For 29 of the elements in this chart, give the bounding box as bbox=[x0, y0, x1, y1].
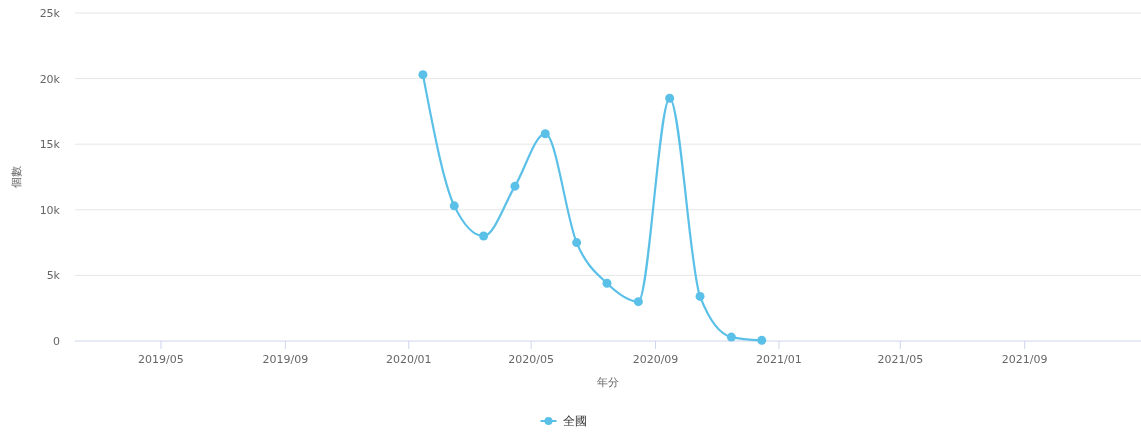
y-tick-label: 20k bbox=[39, 72, 61, 86]
point bbox=[540, 129, 550, 139]
point bbox=[418, 70, 428, 80]
point bbox=[726, 332, 736, 342]
x-tick-label: 2020/05 bbox=[508, 353, 554, 366]
point bbox=[449, 201, 459, 211]
x-tick-label: 2019/09 bbox=[262, 353, 309, 366]
point bbox=[572, 238, 582, 248]
y-tick-label: 0 bbox=[53, 335, 60, 348]
x-tick-label: 2021/09 bbox=[1001, 353, 1048, 366]
point bbox=[665, 93, 675, 103]
y-tick-label: 15k bbox=[39, 138, 61, 152]
point bbox=[479, 231, 489, 241]
y-tick-label: 5k bbox=[46, 269, 61, 283]
y-tick-label: 25k bbox=[39, 7, 61, 20]
point bbox=[510, 181, 520, 191]
x-tick-label: 2021/05 bbox=[877, 353, 924, 366]
x-tick-label: 2020/09 bbox=[632, 353, 679, 366]
legend-label: 全國 bbox=[562, 414, 587, 428]
point bbox=[602, 278, 612, 288]
x-axis-title: 年分 bbox=[597, 376, 619, 389]
point bbox=[633, 297, 643, 307]
x-tick-label: 2019/05 bbox=[138, 353, 184, 366]
y-axis-title: 個數 bbox=[10, 166, 23, 188]
point bbox=[695, 291, 705, 301]
y-tick-label: 10k bbox=[39, 203, 61, 217]
x-tick-label: 2020/01 bbox=[385, 353, 432, 366]
x-tick-label: 2021/01 bbox=[756, 353, 802, 366]
point bbox=[757, 335, 767, 345]
